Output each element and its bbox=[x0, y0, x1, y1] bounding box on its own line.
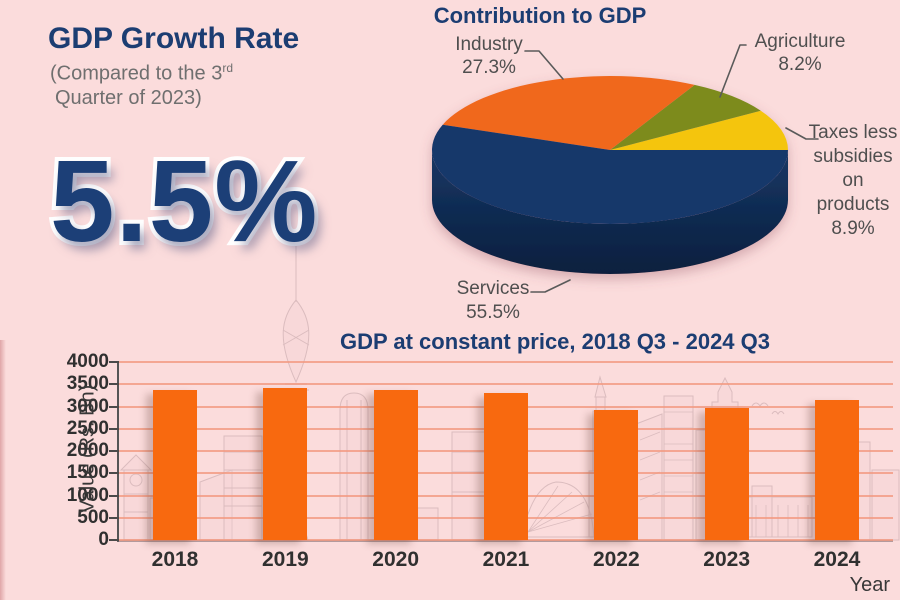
x-tick-label-2023: 2023 bbox=[703, 548, 750, 571]
ordinal-suffix: rd bbox=[222, 61, 233, 75]
pie-label-services: Services 55.5% bbox=[456, 278, 530, 323]
x-tick-label-2018: 2018 bbox=[151, 548, 199, 571]
y-tick bbox=[109, 494, 119, 497]
y-tick bbox=[109, 361, 119, 363]
x-tick-label-2019: 2019 bbox=[261, 548, 309, 571]
y-tick bbox=[109, 383, 119, 386]
pie-side-3d bbox=[432, 150, 788, 274]
pie-label-taxes: Taxes less subsidies on products 8.9% bbox=[808, 122, 898, 239]
y-tick-label: 3000 bbox=[66, 395, 109, 417]
bar-plot-area: 0 500 1000 1500 2000 2500 3000 3500 4000 2018 2019… bbox=[67, 351, 893, 571]
x-tick-label-2020: 2020 bbox=[372, 548, 420, 571]
y-tick bbox=[109, 472, 119, 475]
pie-label-industry: Industry 27.3% bbox=[455, 34, 523, 78]
gridline-0 bbox=[119, 539, 893, 541]
pie-chart-title: Contribution to GDP bbox=[433, 3, 647, 28]
x-tick-label-2021: 2021 bbox=[482, 548, 530, 571]
left-edge-accent bbox=[0, 340, 6, 600]
pie-slice-industry bbox=[442, 76, 695, 150]
bar-2019 bbox=[263, 388, 308, 540]
growth-title: GDP Growth Rate bbox=[48, 22, 300, 55]
x-tick-label-2022: 2022 bbox=[592, 548, 640, 571]
pie-slice-services bbox=[431, 124, 788, 224]
x-tick-label-2024: 2024 bbox=[813, 548, 861, 571]
bar-2021 bbox=[483, 393, 528, 540]
growth-subtitle: (Compared to the 3rd Quarter of 2023) bbox=[50, 61, 233, 109]
bar-2024 bbox=[814, 400, 859, 540]
y-tick bbox=[109, 539, 119, 541]
pie-slice-taxes bbox=[610, 110, 788, 150]
bar-2022 bbox=[594, 410, 639, 540]
y-axis-title: Value (Rs. Bn) bbox=[76, 384, 99, 514]
pie-label-agriculture: Agriculture 8.2% bbox=[754, 31, 846, 75]
gridline-4000 bbox=[119, 361, 893, 363]
y-tick-label: 3500 bbox=[66, 373, 109, 395]
pie-chart bbox=[431, 76, 788, 274]
y-tick-label: 1000 bbox=[66, 484, 109, 506]
gridline-3500 bbox=[119, 383, 893, 386]
y-tick bbox=[109, 450, 119, 452]
x-axis-title: Year bbox=[849, 574, 890, 596]
y-tick-label: 0 bbox=[98, 529, 109, 550]
pie-slice-agriculture bbox=[610, 84, 761, 150]
bar-2020 bbox=[373, 390, 418, 540]
y-tick-label: 1500 bbox=[66, 462, 109, 484]
y-tick-label: 500 bbox=[77, 506, 109, 528]
y-tick-label: 2500 bbox=[66, 417, 109, 439]
growth-rate-value: 5.5% bbox=[46, 132, 321, 270]
y-tick-label: 2000 bbox=[66, 440, 109, 461]
y-tick bbox=[109, 405, 119, 408]
bar-2023 bbox=[704, 407, 749, 540]
y-tick bbox=[109, 516, 119, 519]
y-tick-label: 4000 bbox=[66, 351, 109, 372]
y-tick bbox=[109, 427, 119, 430]
bar-chart-title: GDP at constant price, 2018 Q3 - 2024 Q3 bbox=[339, 329, 770, 354]
bar-2018 bbox=[153, 390, 197, 540]
